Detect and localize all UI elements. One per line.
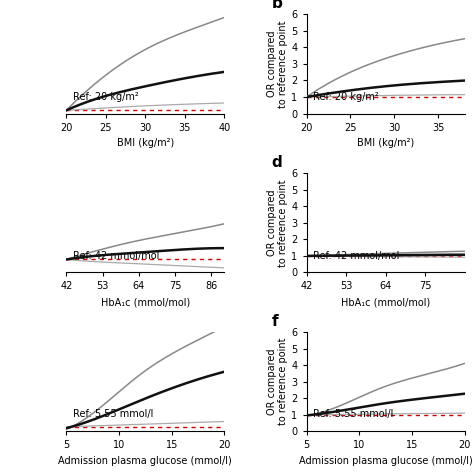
Text: b: b [272, 0, 283, 11]
Text: Ref: 5.55 mmol/l: Ref: 5.55 mmol/l [73, 410, 153, 419]
Text: Ref: 20 kg/m²: Ref: 20 kg/m² [313, 91, 379, 101]
Y-axis label: OR compared
to reference point: OR compared to reference point [267, 179, 289, 266]
Text: d: d [272, 155, 283, 170]
X-axis label: BMI (kg/m²): BMI (kg/m²) [357, 138, 414, 148]
Text: Ref: 42 mmol/mol: Ref: 42 mmol/mol [313, 251, 399, 261]
X-axis label: Admission plasma glucose (mmol/l): Admission plasma glucose (mmol/l) [58, 456, 232, 466]
Y-axis label: OR compared
to reference point: OR compared to reference point [267, 20, 289, 108]
Text: Ref: 42 mmol/mol: Ref: 42 mmol/mol [73, 251, 159, 261]
Y-axis label: OR compared
to reference point: OR compared to reference point [267, 338, 289, 426]
X-axis label: BMI (kg/m²): BMI (kg/m²) [117, 138, 174, 148]
X-axis label: HbA₁c (mmol/mol): HbA₁c (mmol/mol) [101, 297, 190, 307]
Text: Ref: 5.55 mmol/l: Ref: 5.55 mmol/l [313, 410, 393, 419]
X-axis label: HbA₁c (mmol/mol): HbA₁c (mmol/mol) [341, 297, 430, 307]
Text: Ref: 20 kg/m²: Ref: 20 kg/m² [73, 91, 138, 101]
Text: f: f [272, 314, 278, 329]
X-axis label: Admission plasma glucose (mmol/l): Admission plasma glucose (mmol/l) [299, 456, 473, 466]
